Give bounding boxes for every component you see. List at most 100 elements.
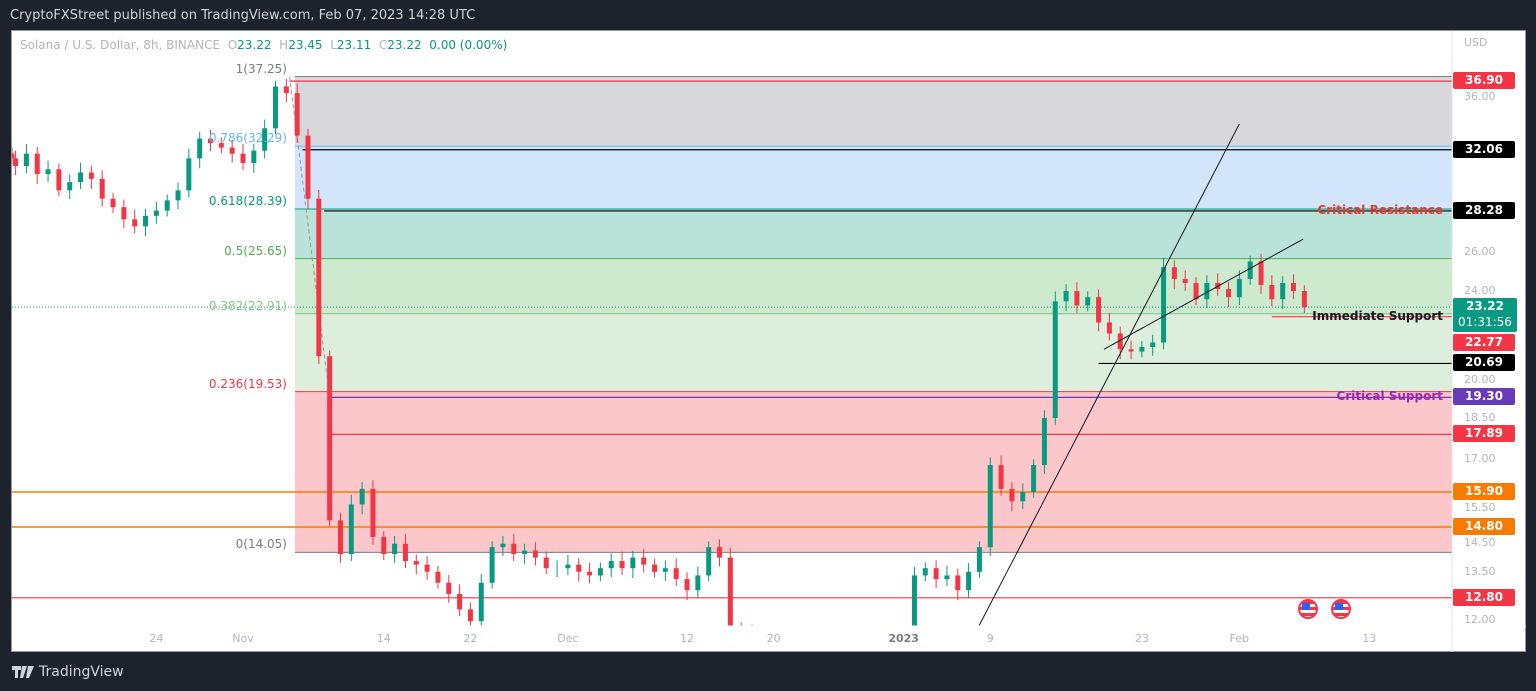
candle-body bbox=[294, 93, 300, 136]
candle-body bbox=[565, 564, 571, 569]
candle-body bbox=[1052, 301, 1058, 419]
candle-body bbox=[240, 153, 246, 163]
candle-body bbox=[13, 158, 19, 167]
candle-body bbox=[78, 172, 84, 183]
candle-body bbox=[34, 153, 40, 175]
x-tick-label: Nov bbox=[232, 632, 254, 645]
candle-body bbox=[186, 158, 192, 191]
low-value: 23.11 bbox=[336, 38, 372, 52]
candle-body bbox=[998, 465, 1004, 489]
close-value: 23.22 bbox=[387, 38, 422, 52]
candle-body bbox=[608, 561, 614, 569]
y-tick-label: 15.50 bbox=[1464, 500, 1496, 514]
fib-label: 0(14.05) bbox=[235, 537, 287, 552]
candle-body bbox=[1161, 267, 1167, 343]
candle-body bbox=[1031, 465, 1037, 492]
candle-body bbox=[1128, 349, 1134, 352]
candle-body bbox=[1182, 278, 1188, 283]
y-tick-label: 20.00 bbox=[1464, 373, 1496, 386]
candle-body bbox=[1171, 267, 1177, 279]
candle-body bbox=[1150, 342, 1156, 347]
candle-body bbox=[208, 138, 214, 144]
close-label: C bbox=[378, 38, 388, 52]
x-tick-label: 23 bbox=[1134, 632, 1149, 645]
candle-body bbox=[12, 153, 15, 159]
candle-body bbox=[143, 215, 149, 227]
brand-name: TradingView bbox=[39, 664, 124, 680]
published-line: CryptoFXStreet published on TradingView.… bbox=[10, 8, 476, 23]
high-label: H bbox=[279, 38, 289, 52]
candle-body bbox=[717, 547, 723, 558]
candle-body bbox=[1193, 282, 1199, 300]
candle-body bbox=[56, 169, 62, 191]
fib-zone bbox=[294, 209, 1452, 259]
x-tick-label: 12 bbox=[680, 632, 695, 645]
us-flag-event-icon[interactable] bbox=[1331, 599, 1351, 619]
price-label: 36.90 bbox=[1453, 72, 1515, 90]
candle-body bbox=[218, 143, 224, 148]
candle-body bbox=[121, 207, 127, 220]
candle-body bbox=[500, 543, 506, 548]
fib-zones bbox=[289, 76, 1452, 553]
candle-body bbox=[944, 575, 950, 580]
fib-zone bbox=[294, 391, 1452, 553]
candle-body bbox=[348, 504, 354, 555]
level-note: Immediate Support bbox=[1312, 308, 1443, 323]
high-value: 23.45 bbox=[288, 38, 323, 52]
currency-label: USD bbox=[1464, 36, 1488, 49]
candle-body bbox=[45, 169, 51, 175]
tradingview-logo-icon bbox=[12, 666, 34, 678]
candle-body bbox=[478, 582, 484, 622]
candle-body bbox=[1291, 282, 1297, 292]
us-flag-event-icon[interactable] bbox=[1298, 599, 1318, 619]
candle-body bbox=[576, 564, 582, 572]
candle-body bbox=[1269, 284, 1275, 300]
candle-body bbox=[1117, 333, 1123, 350]
x-tick-label: 2023 bbox=[888, 632, 919, 645]
trendline bbox=[1103, 238, 1304, 350]
candle-body bbox=[662, 568, 668, 572]
candle-body bbox=[706, 547, 712, 576]
candle-body bbox=[673, 568, 679, 580]
x-tick-label: 22 bbox=[463, 632, 478, 645]
candle-body bbox=[262, 128, 268, 151]
fib-label: 0.5(25.65) bbox=[224, 243, 287, 258]
x-tick-label: 20 bbox=[766, 632, 781, 645]
fib-label: 1(37.25) bbox=[235, 61, 287, 76]
level-note: Critical Resistance bbox=[1317, 202, 1443, 217]
candle-body bbox=[402, 543, 408, 562]
x-tick-label: Dec bbox=[557, 632, 579, 645]
tradingview-logo[interactable]: TradingView bbox=[12, 664, 124, 680]
candle-body bbox=[933, 568, 939, 580]
candle-body bbox=[327, 356, 333, 521]
candle-body bbox=[435, 571, 441, 583]
candle-body bbox=[424, 564, 430, 572]
candle-body bbox=[446, 582, 452, 594]
level-note: Critical Support bbox=[1336, 389, 1443, 404]
candle-body bbox=[316, 198, 322, 357]
candle-body bbox=[381, 536, 387, 555]
candle-body bbox=[110, 198, 116, 208]
candle-body bbox=[727, 557, 733, 626]
y-tick-label: 18.50 bbox=[1464, 411, 1496, 425]
candle-body bbox=[976, 547, 982, 572]
y-tick-label: 13.50 bbox=[1464, 564, 1496, 578]
candle-body bbox=[88, 172, 94, 179]
candle-body bbox=[370, 488, 376, 537]
candle-body bbox=[489, 547, 495, 583]
y-tick-label: 12.00 bbox=[1464, 613, 1496, 626]
candle-body bbox=[511, 543, 517, 555]
bar-countdown: 01:31:56 bbox=[1458, 315, 1512, 330]
candle-body bbox=[1020, 491, 1026, 502]
candle-body bbox=[457, 593, 463, 610]
y-tick-label: 14.50 bbox=[1464, 535, 1496, 549]
candle-body bbox=[1236, 278, 1242, 298]
candle-body bbox=[922, 568, 928, 576]
fib-zone bbox=[294, 313, 1452, 392]
candle-body bbox=[392, 543, 398, 555]
trendline bbox=[978, 123, 1240, 626]
fib-label: 0.382(22.91) bbox=[208, 298, 287, 313]
candle-body bbox=[132, 219, 138, 227]
current-price-label: 23.22 01:31:56 bbox=[1453, 298, 1517, 333]
